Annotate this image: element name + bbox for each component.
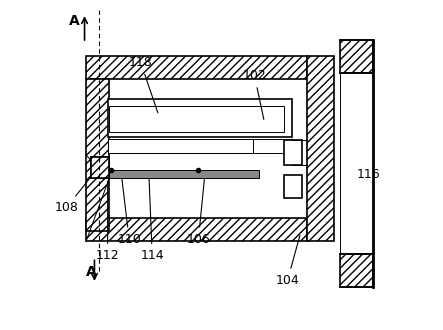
FancyBboxPatch shape bbox=[108, 99, 292, 137]
FancyBboxPatch shape bbox=[284, 140, 303, 165]
FancyBboxPatch shape bbox=[108, 170, 260, 178]
Text: 106: 106 bbox=[187, 176, 210, 246]
Text: 110: 110 bbox=[117, 173, 141, 246]
Text: A: A bbox=[69, 15, 80, 28]
Bar bbox=[91, 157, 109, 178]
FancyBboxPatch shape bbox=[108, 139, 253, 153]
Bar bbox=[340, 40, 373, 73]
Bar bbox=[340, 254, 373, 287]
Text: 118: 118 bbox=[129, 56, 158, 113]
Bar bbox=[86, 79, 109, 231]
Bar bbox=[307, 56, 334, 241]
Bar bbox=[86, 218, 307, 241]
Text: 112: 112 bbox=[96, 181, 120, 262]
Text: 116: 116 bbox=[357, 168, 380, 182]
Text: 108: 108 bbox=[54, 171, 96, 214]
Text: 104: 104 bbox=[276, 235, 300, 287]
Text: 114: 114 bbox=[140, 177, 164, 262]
Text: A: A bbox=[86, 265, 97, 279]
FancyBboxPatch shape bbox=[284, 175, 303, 198]
Bar bbox=[86, 56, 307, 79]
FancyBboxPatch shape bbox=[109, 106, 284, 132]
FancyBboxPatch shape bbox=[91, 157, 109, 178]
Text: 102: 102 bbox=[243, 69, 266, 119]
